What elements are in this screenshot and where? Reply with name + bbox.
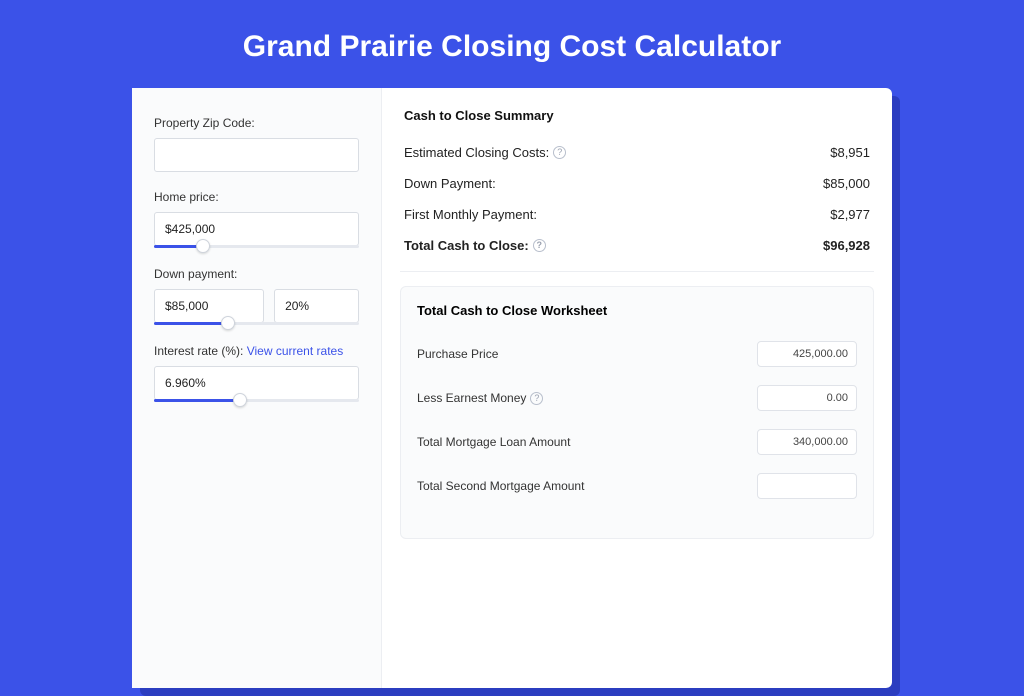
worksheet-row: Total Second Mortgage Amount [417,464,857,508]
results-panel: Cash to Close Summary Estimated Closing … [382,88,892,688]
inputs-panel: Property Zip Code: Home price: Down paym… [132,88,382,688]
zip-input[interactable] [154,138,359,172]
calculator-card: Property Zip Code: Home price: Down paym… [132,88,892,688]
zip-label: Property Zip Code: [154,116,359,130]
worksheet-row-label: Purchase Price [417,347,498,361]
worksheet-box: Total Cash to Close Worksheet Purchase P… [400,286,874,539]
worksheet-row: Purchase Price 425,000.00 [417,332,857,376]
summary-row-value: $2,977 [830,207,870,222]
page-title: Grand Prairie Closing Cost Calculator [0,0,1024,88]
help-icon[interactable]: ? [530,392,543,405]
home-price-group: Home price: [154,190,359,249]
summary-title: Cash to Close Summary [404,108,870,123]
summary-row: Down Payment: $85,000 [404,168,870,199]
worksheet-row-value[interactable]: 340,000.00 [757,429,857,455]
interest-rate-group: Interest rate (%): View current rates [154,344,359,403]
help-icon[interactable]: ? [533,239,546,252]
home-price-input[interactable] [154,212,359,246]
calculator-card-wrap: Property Zip Code: Home price: Down paym… [132,88,892,688]
worksheet-title: Total Cash to Close Worksheet [417,303,857,318]
down-payment-percent-input[interactable] [274,289,359,323]
summary-row-value: $85,000 [823,176,870,191]
summary-total-row: Total Cash to Close: ? $96,928 [404,230,870,261]
worksheet-row-value[interactable] [757,473,857,499]
down-payment-amount-input[interactable] [154,289,264,323]
summary-total-label: Total Cash to Close: [404,238,529,253]
interest-rate-label: Interest rate (%): View current rates [154,344,359,358]
interest-rate-input[interactable] [154,366,359,400]
home-price-slider-thumb[interactable] [196,239,210,253]
home-price-label: Home price: [154,190,359,204]
summary-box: Cash to Close Summary Estimated Closing … [400,104,874,272]
down-payment-label: Down payment: [154,267,359,281]
zip-group: Property Zip Code: [154,116,359,172]
down-payment-group: Down payment: [154,267,359,326]
interest-rate-label-text: Interest rate (%): [154,344,243,358]
down-payment-slider[interactable] [154,322,359,326]
down-payment-slider-thumb[interactable] [221,316,235,330]
interest-rate-slider-thumb[interactable] [233,393,247,407]
worksheet-row: Less Earnest Money ? 0.00 [417,376,857,420]
view-rates-link[interactable]: View current rates [247,344,344,358]
worksheet-row-label: Less Earnest Money [417,391,526,405]
worksheet-row-label: Total Mortgage Loan Amount [417,435,570,449]
worksheet-row-value[interactable]: 0.00 [757,385,857,411]
help-icon[interactable]: ? [553,146,566,159]
home-price-slider[interactable] [154,245,359,249]
interest-rate-slider-fill [154,399,240,402]
summary-total-value: $96,928 [823,238,870,253]
summary-row-label: Down Payment: [404,176,496,191]
worksheet-row-value[interactable]: 425,000.00 [757,341,857,367]
down-payment-slider-fill [154,322,228,325]
summary-row: First Monthly Payment: $2,977 [404,199,870,230]
summary-row-label: Estimated Closing Costs: [404,145,549,160]
worksheet-row: Total Mortgage Loan Amount 340,000.00 [417,420,857,464]
summary-row-value: $8,951 [830,145,870,160]
summary-row-label: First Monthly Payment: [404,207,537,222]
interest-rate-slider[interactable] [154,399,359,403]
summary-row: Estimated Closing Costs: ? $8,951 [404,137,870,168]
worksheet-row-label: Total Second Mortgage Amount [417,479,584,493]
